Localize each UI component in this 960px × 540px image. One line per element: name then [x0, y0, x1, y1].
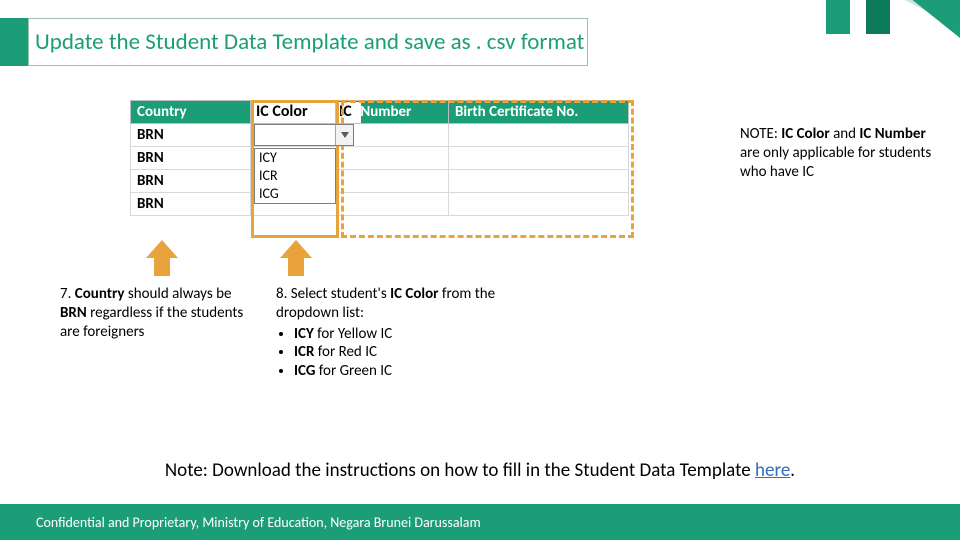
bottom-note-period: . — [790, 459, 795, 482]
note-bold2: IC Number — [859, 125, 925, 143]
cell-birth-cert[interactable] — [449, 193, 629, 216]
instr7-bold2: BRN — [60, 304, 87, 322]
chevron-down-icon — [341, 132, 349, 138]
cell-country: BRN — [131, 124, 251, 147]
arrow-up-country — [146, 240, 178, 276]
dropdown-option[interactable]: ICG — [255, 185, 335, 203]
table-row: BRN — [131, 193, 629, 216]
arrow-up-icon — [146, 240, 178, 276]
instruction-7: 7. Country should always be BRN regardle… — [60, 285, 248, 341]
cell-ic-number[interactable] — [339, 193, 449, 216]
item-bold: ICG — [294, 362, 315, 380]
item-bold: ICR — [294, 343, 314, 361]
instr7-bold1: Country — [75, 285, 125, 303]
note-rest: are only applicable for students who hav… — [740, 144, 931, 181]
instr8-item: ICR for Red IC — [294, 343, 526, 362]
instr8-item: ICY for Yellow IC — [294, 325, 526, 344]
note-bold1: IC Color — [781, 125, 829, 143]
note-mid: and — [830, 125, 860, 143]
instr8-lead-a: 8. Select student's — [276, 285, 390, 303]
col-birth-cert: Birth Certificate No. — [449, 101, 629, 124]
note-prefix: NOTE: — [740, 125, 781, 143]
table-row: BRN — [131, 124, 629, 147]
item-rest: for Yellow IC — [314, 325, 393, 343]
cell-ic-number[interactable] — [339, 170, 449, 193]
dropdown-button[interactable] — [335, 125, 353, 145]
instr7-rest: regardless if the students are foreigner… — [60, 304, 243, 341]
item-rest: for Red IC — [314, 343, 377, 361]
cell-country: BRN — [131, 147, 251, 170]
instr8-item: ICG for Green IC — [294, 362, 526, 381]
instr8-list: ICY for Yellow IC ICR for Red IC ICG for… — [294, 325, 526, 381]
content-area: Country IC Color IC Number Birth Certifi… — [0, 80, 960, 450]
ic-color-header-overlay: IC Color — [254, 102, 336, 123]
arrow-up-icon — [280, 240, 312, 276]
title-decor — [720, 0, 960, 50]
instr8-lead-bold: IC Color — [390, 285, 438, 303]
footer-text: Confidential and Proprietary, Ministry o… — [36, 514, 481, 531]
arrow-up-ic-color — [280, 240, 312, 276]
item-bold: ICY — [294, 325, 314, 343]
col-country: Country — [131, 101, 251, 124]
here-link[interactable]: here — [755, 459, 790, 482]
cell-birth-cert[interactable] — [449, 170, 629, 193]
slide-title: Update the Student Data Template and sav… — [35, 30, 584, 54]
footer-bar: Confidential and Proprietary, Ministry o… — [0, 504, 960, 540]
bottom-note-text: Note: Download the instructions on how t… — [165, 459, 755, 482]
instr7-num: 7. — [60, 285, 75, 303]
cell-birth-cert[interactable] — [449, 147, 629, 170]
student-data-table: Country IC Color IC Number Birth Certifi… — [130, 100, 629, 216]
table-row: BRN — [131, 147, 629, 170]
cell-ic-number[interactable] — [339, 124, 449, 147]
item-rest: for Green IC — [315, 362, 392, 380]
note-ic-applicable: NOTE: IC Color and IC Number are only ap… — [740, 125, 940, 181]
slide-title-region: Update the Student Data Template and sav… — [0, 0, 960, 80]
title-bar: Update the Student Data Template and sav… — [28, 18, 588, 66]
download-instructions-note: Note: Download the instructions on how t… — [0, 459, 960, 482]
title-left-accent — [0, 18, 28, 66]
table-header-row: Country IC Color IC Number Birth Certifi… — [131, 101, 629, 124]
instruction-8: 8. Select student's IC Color from the dr… — [276, 285, 526, 381]
cell-birth-cert[interactable] — [449, 124, 629, 147]
instr7-mid: should always be — [124, 285, 231, 303]
dropdown-option[interactable]: ICR — [255, 167, 335, 185]
instr8-lead: 8. Select student's IC Color from the dr… — [276, 285, 526, 323]
cell-ic-number[interactable] — [339, 147, 449, 170]
cell-country: BRN — [131, 193, 251, 216]
dropdown-option[interactable]: ICY — [255, 149, 335, 167]
cell-country: BRN — [131, 170, 251, 193]
ic-color-dropdown-cell[interactable] — [254, 124, 354, 146]
table-row: BRN — [131, 170, 629, 193]
ic-color-dropdown-list[interactable]: ICY ICR ICG — [254, 148, 336, 204]
ic-number-prefix-overlay: IC — [339, 102, 361, 123]
